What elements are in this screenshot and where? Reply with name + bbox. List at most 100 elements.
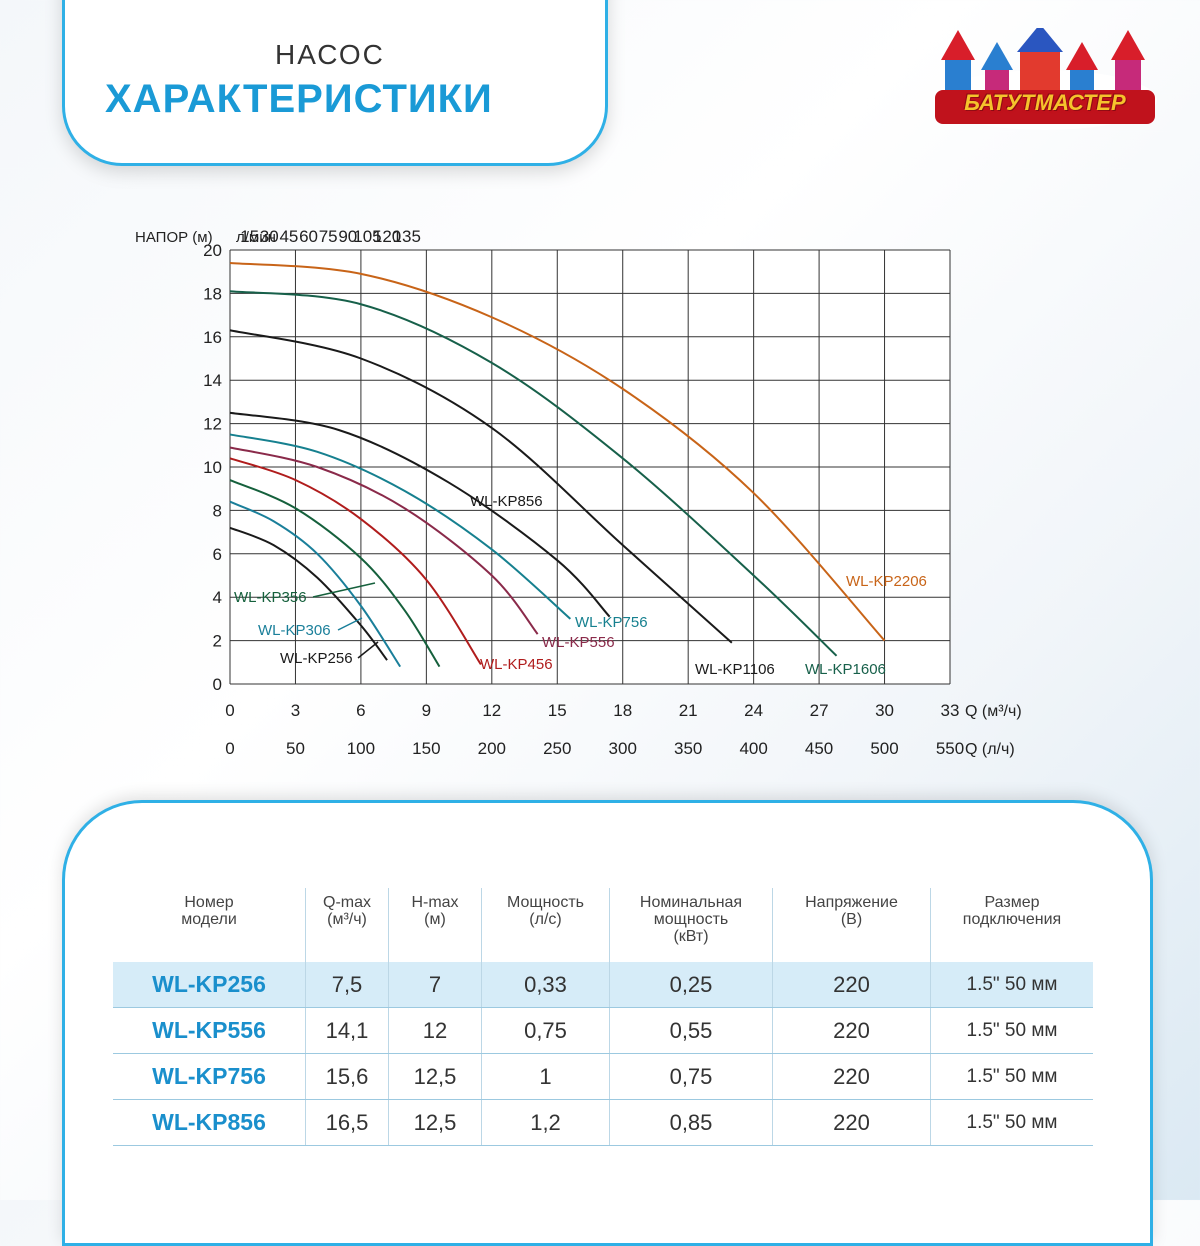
col-header: H-max (м) xyxy=(388,888,482,962)
table-cell: 1.5" 50 мм xyxy=(930,962,1093,1008)
series-line xyxy=(229,411,611,618)
table-cell: 220 xyxy=(772,1053,931,1100)
x-tick-label: 12 xyxy=(482,701,501,720)
table-cell: 12,5 xyxy=(388,1099,482,1146)
table-cell: 220 xyxy=(772,1099,931,1146)
series-label: WL-KP1606 xyxy=(805,661,886,678)
x-tick-label: 24 xyxy=(744,701,763,720)
x2-tick-label: 550 xyxy=(936,739,964,758)
series-line xyxy=(229,329,733,644)
table-cell: 0,25 xyxy=(609,962,773,1008)
title-card: НАСОС ХАРАКТЕРИСТИКИ xyxy=(62,0,608,166)
table-row: WL-KP556 14,1 12 0,75 0,55 220 1.5" 50 мм xyxy=(113,1007,1093,1054)
col-header: Q-max (м³/ч) xyxy=(305,888,389,962)
logo-text: БАТУТМАСТЕР xyxy=(964,90,1126,115)
model-cell: WL-KP556 xyxy=(113,1007,306,1054)
x2-tick-label: 400 xyxy=(739,739,767,758)
series-label: WL-KP306 xyxy=(258,622,331,639)
specs-card: Номер модели Q-max (м³/ч) H-max (м) Мощност… xyxy=(62,800,1153,1246)
x-tick-label: 33 xyxy=(941,701,960,720)
y-tick-label: 6 xyxy=(213,545,222,564)
col-header: Напряжение (В) xyxy=(772,888,931,962)
top-tick-label: 15 xyxy=(240,227,259,246)
y-tick-label: 2 xyxy=(213,632,222,651)
y-tick-label: 0 xyxy=(213,675,222,694)
x2-tick-label: 150 xyxy=(412,739,440,758)
series-label: WL-KP356 xyxy=(234,589,307,606)
table-cell: 1.5" 50 мм xyxy=(930,1007,1093,1054)
col-header: Размер подключения xyxy=(930,888,1093,962)
table-cell: 220 xyxy=(772,1007,931,1054)
leader-line xyxy=(312,582,376,598)
top-tick-label: 45 xyxy=(279,227,298,246)
x-tick-label: 21 xyxy=(679,701,698,720)
x-axis-label: Q (м³/ч) xyxy=(965,703,1022,720)
col-header: Мощность (л/с) xyxy=(481,888,610,962)
series-line xyxy=(229,262,886,642)
table-cell: 7,5 xyxy=(305,962,389,1008)
table-cell: 1.5" 50 мм xyxy=(930,1053,1093,1100)
model-cell: WL-KP856 xyxy=(113,1099,306,1146)
table-cell: 0,75 xyxy=(481,1007,610,1054)
table-row: WL-KP756 15,6 12,5 1 0,75 220 1.5" 50 мм xyxy=(113,1053,1093,1100)
y-tick-label: 4 xyxy=(213,588,222,607)
x-tick-label: 18 xyxy=(613,701,632,720)
top-tick-label: 30 xyxy=(260,227,279,246)
table-cell: 0,75 xyxy=(609,1053,773,1100)
x-tick-label: 9 xyxy=(422,701,431,720)
x2-tick-label: 450 xyxy=(805,739,833,758)
table-cell: 0,33 xyxy=(481,962,610,1008)
col-header: Номер модели xyxy=(181,894,237,928)
brand-logo xyxy=(933,28,1157,130)
x2-tick-label: 500 xyxy=(870,739,898,758)
series-label: WL-KP756 xyxy=(575,614,648,631)
y-tick-label: 14 xyxy=(203,371,222,390)
top-tick-label: 105 xyxy=(353,227,381,246)
x-tick-label: 6 xyxy=(356,701,365,720)
top-tick-label: 60 xyxy=(299,227,318,246)
table-cell: 7 xyxy=(388,962,482,1008)
x2-tick-label: 200 xyxy=(478,739,506,758)
table-row: WL-KP856 16,5 12,5 1,2 0,85 220 1.5" 50 мм xyxy=(113,1099,1093,1146)
series-line xyxy=(229,500,402,668)
y-tick-label: 10 xyxy=(203,458,222,477)
table-cell: 0,85 xyxy=(609,1099,773,1146)
x2-tick-label: 0 xyxy=(225,739,234,758)
series-line xyxy=(229,446,539,635)
top-tick-label: 135 xyxy=(393,227,421,246)
series-line xyxy=(229,433,572,620)
model-cell: WL-KP256 xyxy=(113,962,306,1008)
leader-line xyxy=(337,617,363,631)
table-cell: 1,2 xyxy=(481,1099,610,1146)
x2-tick-label: 350 xyxy=(674,739,702,758)
y-tick-label: 8 xyxy=(213,501,222,520)
top-tick-label: 120 xyxy=(373,227,401,246)
table-cell: 220 xyxy=(772,962,931,1008)
y-tick-label: 20 xyxy=(203,241,222,260)
leader-line xyxy=(357,641,379,659)
x-tick-label: 30 xyxy=(875,701,894,720)
series-line xyxy=(229,290,838,657)
y-tick-label: 12 xyxy=(203,415,222,434)
x2-tick-label: 50 xyxy=(286,739,305,758)
x2-axis-label: Q (л/ч) xyxy=(965,741,1015,758)
x-tick-label: 3 xyxy=(291,701,300,720)
col-header: Номинальная мощность (кВт) xyxy=(609,888,773,962)
table-cell: 0,55 xyxy=(609,1007,773,1054)
series-label: WL-KP2206 xyxy=(846,573,927,590)
specs-table: Номер модели Q-max (м³/ч) H-max (м) Мощност… xyxy=(113,888,1093,1146)
series-line xyxy=(229,526,388,661)
series-label: WL-KP856 xyxy=(470,493,543,510)
series-line xyxy=(229,457,482,666)
x2-tick-label: 250 xyxy=(543,739,571,758)
top-axis-label: л/мин xyxy=(236,229,276,246)
table-cell: 14,1 xyxy=(305,1007,389,1054)
table-cell: 12,5 xyxy=(388,1053,482,1100)
series-line xyxy=(229,479,441,668)
x-tick-label: 0 xyxy=(225,701,234,720)
model-cell: WL-KP756 xyxy=(113,1053,306,1100)
x2-tick-label: 300 xyxy=(609,739,637,758)
y-tick-label: 18 xyxy=(203,284,222,303)
table-header-row: Номер модели Q-max (м³/ч) H-max (м) Мощност… xyxy=(113,888,1093,962)
